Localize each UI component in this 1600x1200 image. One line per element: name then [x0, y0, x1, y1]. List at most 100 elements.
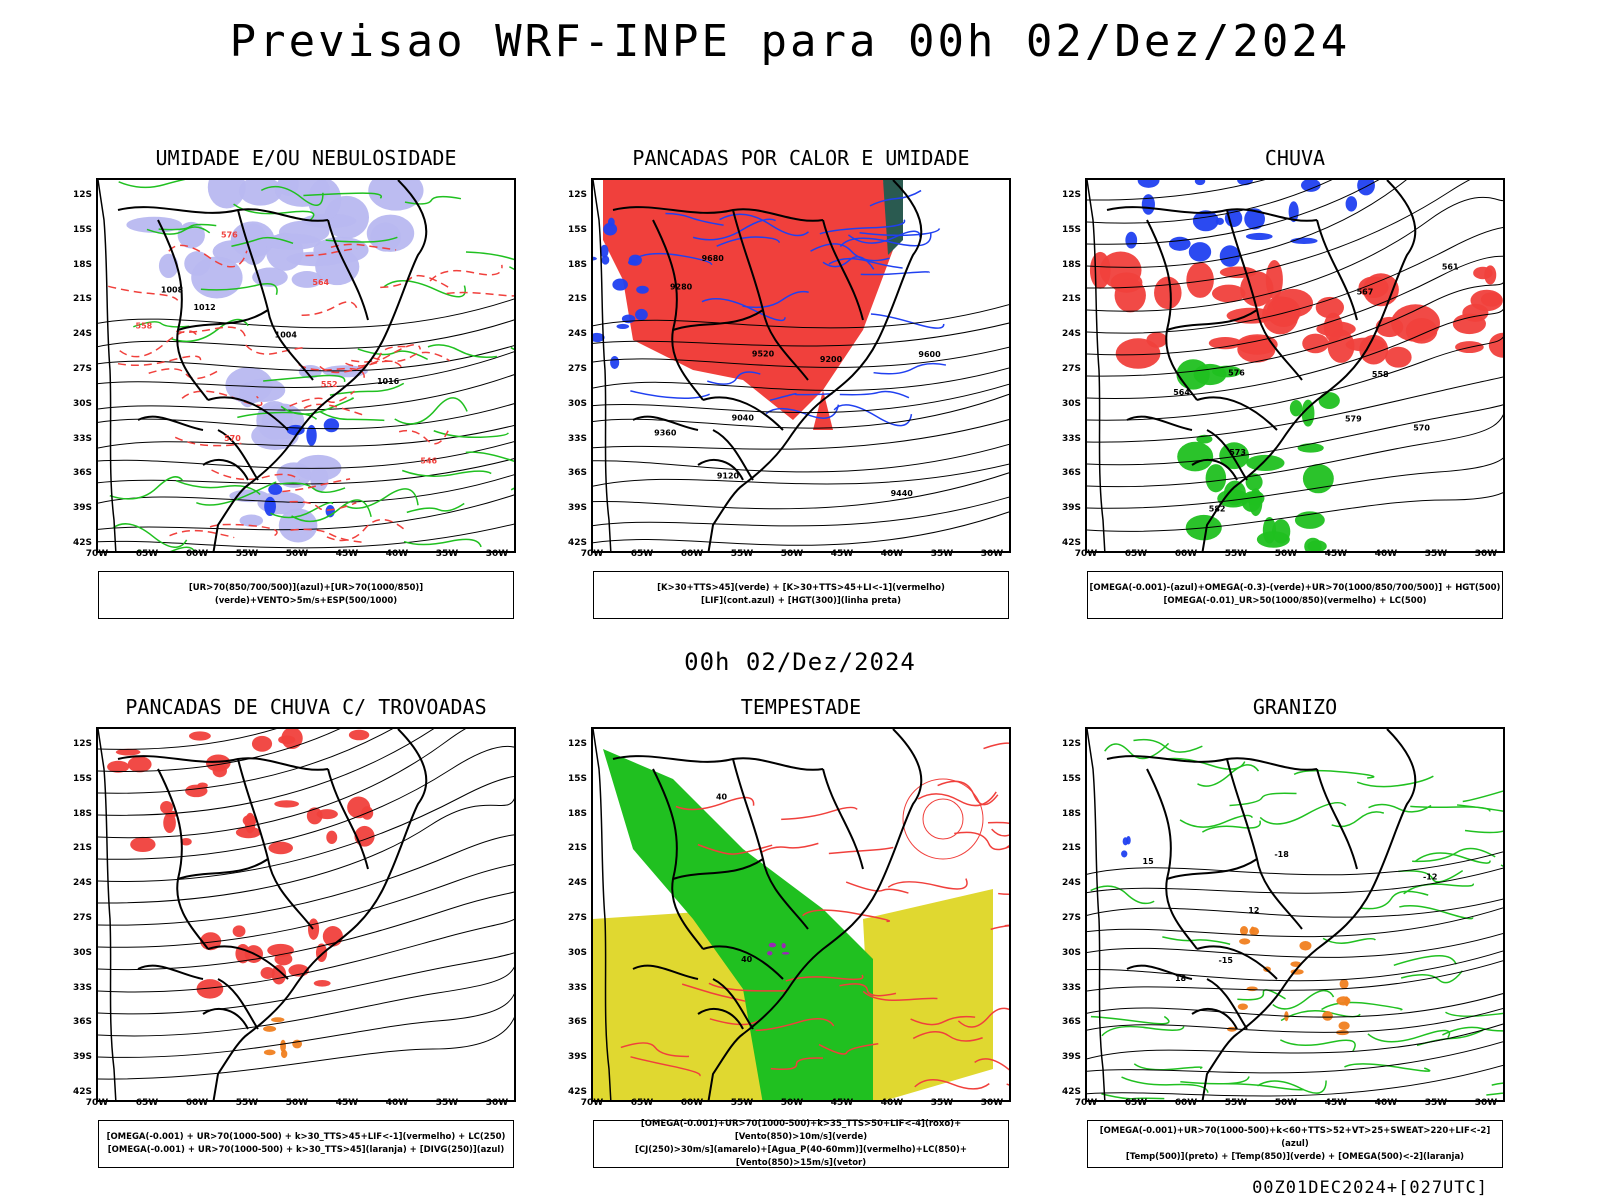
lon-tick-label: 30W — [1474, 1098, 1498, 1108]
lon-tick-label: 30W — [980, 549, 1004, 559]
legend-box: [OMEGA(-0.001)+UR>70(1000-500)+k<60+TTS>… — [1087, 1120, 1503, 1168]
lat-tick-label: 30S — [1061, 398, 1081, 409]
lon-tick-label: 70W — [580, 1098, 604, 1108]
lon-tick-label: 40W — [1374, 549, 1398, 559]
forecast-map: 12 15 18 -12 -15 -18 — [1085, 727, 1505, 1102]
panel-title: GRANIZO — [1252, 695, 1338, 719]
forecast-map — [96, 727, 516, 1102]
lon-tick-label: 45W — [830, 1098, 854, 1108]
lon-tick-label: 50W — [1274, 549, 1298, 559]
svg-text:9120: 9120 — [717, 471, 740, 480]
legend-box: [K>30+TTS>45](verde) + [K>30+TTS>45+LI<-… — [593, 571, 1009, 619]
lon-tick-label: 60W — [1174, 1098, 1198, 1108]
lon-tick-label: 65W — [630, 1098, 654, 1108]
lon-tick-label: 45W — [335, 1098, 359, 1108]
lat-tick-label: 27S — [1061, 913, 1081, 923]
lat-tick-label: 21S — [72, 294, 92, 305]
lat-tick-label: 36S — [72, 468, 92, 479]
map-canvas: 1012 1008 1004 576 570 564 558 552 546 1016 — [98, 180, 514, 551]
lon-tick-label: 45W — [335, 549, 359, 559]
lat-tick-label: 15S — [1061, 773, 1081, 784]
lat-tick-label: 24S — [567, 329, 587, 340]
lat-tick-label: 39S — [567, 503, 587, 514]
lat-tick-label: 18S — [1061, 259, 1081, 270]
lon-tick-label: 35W — [1424, 1098, 1448, 1108]
lon-tick-label: 70W — [1074, 1098, 1098, 1108]
page-title: Previsao WRF-INPE para 00h 02/Dez/2024 — [229, 16, 1351, 67]
lat-tick-label: 39S — [1061, 503, 1081, 514]
legend-line: [Temp(500)](preto) + [Temp(850)](verde) … — [1125, 1151, 1465, 1162]
lon-tick-label: 60W — [1174, 549, 1198, 559]
lat-tick-label: 33S — [1061, 433, 1081, 444]
lon-tick-label: 70W — [85, 1098, 109, 1108]
lon-tick-label: 65W — [135, 549, 159, 559]
svg-text:582: 582 — [1209, 505, 1226, 514]
lat-tick-label: 15S — [72, 224, 92, 235]
svg-text:-18: -18 — [1274, 850, 1289, 859]
lon-tick-label: 70W — [1074, 549, 1098, 559]
lat-tick-label: 33S — [567, 982, 587, 993]
lon-tick-label: 55W — [730, 1098, 754, 1108]
lat-tick-label: 36S — [567, 468, 587, 479]
legend-line: [OMEGA(-0.001)-(azul)+OMEGA(-0.3)-(verde… — [1089, 583, 1501, 593]
svg-text:564: 564 — [312, 278, 329, 287]
lat-tick-label: 36S — [1061, 468, 1081, 479]
lon-tick-label: 65W — [1124, 1098, 1148, 1108]
lat-tick-label: 21S — [1061, 294, 1081, 305]
lon-tick-label: 65W — [630, 549, 654, 559]
lon-tick-label: 45W — [830, 549, 854, 559]
map-canvas: 582 579 576 573 570 567 564 561 558 — [1087, 180, 1503, 551]
panel-title: TEMPESTADE — [740, 695, 862, 719]
lat-tick-label: 42S — [1061, 1087, 1081, 1097]
lon-tick-label: 30W — [485, 549, 509, 559]
legend-box: [UR>70(850/700/500)](azul)+[UR>70(1000/8… — [98, 571, 514, 619]
forecast-map: 40 40 — [591, 727, 1011, 1102]
lon-tick-label: 50W — [285, 549, 309, 559]
lon-tick-label: 50W — [780, 1098, 804, 1108]
svg-text:573: 573 — [1229, 448, 1246, 457]
lon-tick-label: 60W — [185, 549, 209, 559]
lat-tick-label: 27S — [1061, 364, 1081, 374]
lat-tick-label: 33S — [72, 982, 92, 993]
svg-text:9440: 9440 — [891, 489, 914, 498]
lat-tick-label: 30S — [72, 947, 92, 958]
legend-line: [OMEGA(-0.001)+UR>70(1000-500)+k<60+TTS>… — [1099, 1125, 1491, 1149]
lat-tick-label: 27S — [72, 913, 92, 923]
lat-tick-label: 15S — [72, 773, 92, 784]
lat-tick-label: 27S — [567, 913, 587, 923]
map-canvas — [98, 729, 514, 1100]
lon-tick-label: 50W — [285, 1098, 309, 1108]
lat-tick-label: 33S — [72, 433, 92, 444]
lat-tick-label: 21S — [72, 843, 92, 854]
lon-tick-label: 30W — [1474, 549, 1498, 559]
legend-box: [OMEGA(-0.001)+UR>70(1000-500)+k>35_TTS>… — [593, 1119, 1009, 1168]
lat-tick-label: 15S — [567, 224, 587, 235]
lon-tick-label: 30W — [980, 1098, 1004, 1108]
map-canvas: 12 15 18 -12 -15 -18 — [1087, 729, 1503, 1100]
lat-tick-label: 30S — [567, 398, 587, 409]
lat-tick-label: 15S — [1061, 224, 1081, 235]
lat-tick-label: 12S — [567, 739, 587, 749]
lat-tick-label: 39S — [72, 503, 92, 514]
svg-text:558: 558 — [136, 322, 153, 331]
svg-text:40: 40 — [741, 955, 753, 964]
svg-text:570: 570 — [224, 434, 241, 443]
lat-tick-label: 33S — [567, 433, 587, 444]
lat-tick-label: 21S — [567, 843, 587, 854]
legend-box: [OMEGA(-0.001)-(azul)+OMEGA(-0.3)-(verde… — [1087, 571, 1503, 619]
lat-tick-label: 15S — [567, 773, 587, 784]
lat-tick-label: 42S — [72, 1087, 92, 1097]
lat-tick-label: 39S — [567, 1052, 587, 1063]
lon-tick-label: 35W — [930, 1098, 954, 1108]
forecast-map: 1012 1008 1004 576 570 564 558 552 546 1016 — [96, 178, 516, 553]
svg-text:9200: 9200 — [820, 355, 843, 364]
svg-text:9040: 9040 — [732, 413, 755, 422]
svg-text:579: 579 — [1345, 414, 1362, 423]
lat-tick-label: 12S — [567, 190, 587, 200]
svg-text:1004: 1004 — [275, 330, 298, 339]
svg-text:567: 567 — [1357, 287, 1374, 296]
lon-tick-label: 35W — [435, 549, 459, 559]
lat-tick-label: 27S — [72, 364, 92, 374]
svg-text:570: 570 — [1413, 423, 1430, 432]
lon-tick-label: 35W — [1424, 549, 1448, 559]
